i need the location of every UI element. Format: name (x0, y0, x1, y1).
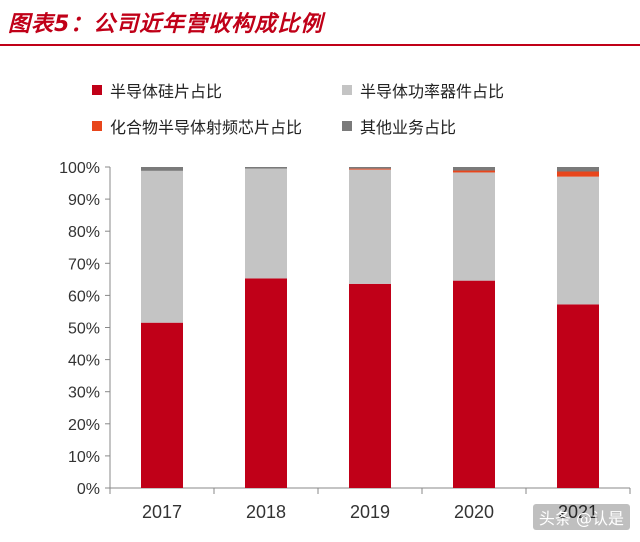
legend-item-other: 其他业务占比 (342, 114, 456, 138)
chart-title: 图表5：公司近年营收构成比例 (8, 12, 324, 37)
bar-2020-series-2 (453, 170, 495, 173)
bar-2018-series-0 (245, 278, 287, 488)
bar-2018-series-1 (245, 168, 287, 279)
bar-2019-series-3 (349, 167, 391, 169)
y-tick-label: 0% (77, 481, 100, 498)
bar-2021-series-3 (557, 167, 599, 172)
bar-2017-series-1 (141, 170, 183, 323)
legend-swatch (342, 85, 352, 95)
y-tick-label: 20% (68, 417, 100, 434)
legend-item-rf-chips: 化合物半导体射频芯片占比 (92, 114, 302, 138)
bar-2017-series-3 (141, 167, 183, 171)
y-tick-label: 50% (68, 321, 100, 338)
x-tick-label: 2018 (246, 502, 286, 522)
y-tick-label: 90% (68, 192, 100, 209)
watermark: 头条 @认是 (532, 504, 630, 530)
legend-swatch (342, 121, 352, 131)
y-tick-label: 100% (59, 160, 100, 177)
legend-swatch (92, 85, 102, 95)
y-tick-label: 40% (68, 353, 100, 370)
legend-item-silicon-wafer: 半导体硅片占比 (92, 78, 222, 102)
bar-2019-series-2 (349, 168, 391, 170)
bar-2021-series-1 (557, 176, 599, 305)
y-tick-label: 30% (68, 385, 100, 402)
bar-2020-series-3 (453, 167, 495, 171)
bar-2017-series-0 (141, 322, 183, 488)
x-tick-label: 2020 (454, 502, 494, 522)
x-tick-label: 2019 (350, 502, 390, 522)
legend-item-power-devices: 半导体功率器件占比 (342, 78, 504, 102)
title-rule (0, 44, 640, 46)
x-tick-label: 2017 (142, 502, 182, 522)
y-tick-label: 70% (68, 256, 100, 273)
y-tick-label: 80% (68, 224, 100, 241)
bar-2019-series-0 (349, 283, 391, 488)
bar-2019-series-1 (349, 169, 391, 284)
bar-2020-series-1 (453, 172, 495, 281)
legend-label: 半导体硅片占比 (110, 82, 223, 101)
bar-2021-series-0 (557, 304, 599, 488)
x-tick-label: 2021 (558, 502, 598, 522)
legend-label: 化合物半导体射频芯片占比 (110, 118, 303, 137)
y-tick-label: 10% (68, 449, 100, 466)
bar-2020-series-0 (453, 280, 495, 488)
legend-label: 半导体功率器件占比 (360, 82, 505, 101)
legend-swatch (92, 121, 102, 131)
y-tick-label: 60% (68, 288, 100, 305)
bar-2021-series-2 (557, 171, 599, 177)
legend-label: 其他业务占比 (360, 118, 457, 137)
bar-2018-series-3 (245, 167, 287, 169)
